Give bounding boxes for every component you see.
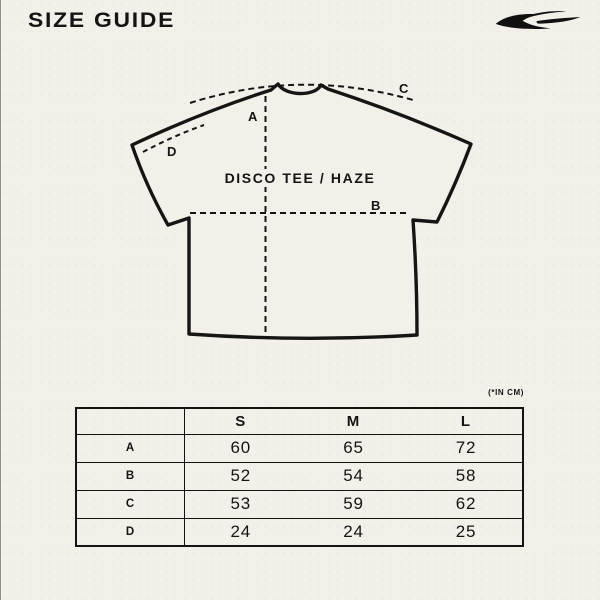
col-header-m: M [346, 412, 361, 430]
measure-label-b: B [371, 198, 381, 213]
size-diagram [130, 82, 473, 340]
size-cell: 54 [297, 461, 410, 490]
brand-swoosh-g-logo-icon [495, 11, 581, 29]
row-header-d: D [76, 517, 185, 546]
unit-note: (*IN CM) [488, 388, 524, 397]
size-cell: 72 [410, 433, 523, 462]
measure-label-d: D [167, 144, 177, 159]
table-row-c: C 53 59 62 [76, 489, 523, 518]
scan-edge-line [0, 0, 1, 600]
size-cell: 24 [184, 517, 297, 546]
row-header-a: A [76, 433, 185, 462]
table-row-b: B 52 54 58 [76, 461, 523, 490]
page-title: SIZE GUIDE [28, 9, 176, 32]
size-cell: 60 [184, 433, 297, 462]
tshirt-outline [130, 82, 473, 340]
row-header-c: C [76, 489, 185, 518]
row-header-b: B [76, 461, 185, 490]
size-cell: 59 [297, 489, 410, 518]
col-header-l: L [460, 412, 472, 430]
measure-label-a: A [248, 109, 258, 124]
table-row-d: D 24 24 25 [76, 517, 523, 546]
measure-label-c: C [399, 81, 409, 96]
size-cell: 62 [410, 489, 523, 518]
size-cell: 52 [184, 461, 297, 490]
size-table: S M L A 60 65 72 B 52 54 58 C 53 59 62 D… [75, 407, 524, 547]
product-name: DISCO TEE / HAZE [217, 169, 383, 187]
corner-cell [76, 408, 185, 434]
size-cell: 25 [410, 517, 523, 546]
size-cell: 65 [297, 433, 410, 462]
measure-line-c [189, 83, 414, 104]
table-row-a: A 60 65 72 [76, 433, 523, 462]
size-cell: 53 [184, 489, 297, 518]
size-cell: 24 [297, 517, 410, 546]
col-header-s: S [235, 412, 247, 430]
size-cell: 58 [410, 461, 523, 490]
table-header-row: S M L [76, 408, 523, 434]
